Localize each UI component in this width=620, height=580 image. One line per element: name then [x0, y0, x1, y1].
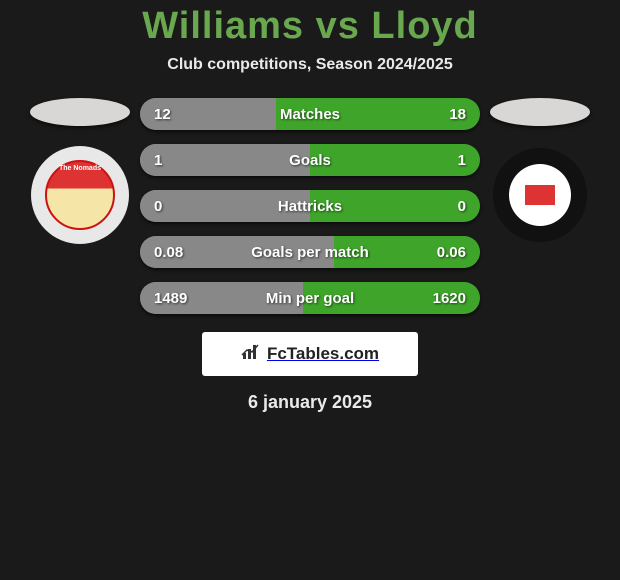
stats-area: The Nomads 12 Matches 18 1 Goals 1 0 Hat… [0, 98, 620, 314]
stat-left-value: 1489 [154, 290, 187, 307]
stat-label: Min per goal [266, 290, 354, 307]
right-side-col [480, 98, 600, 244]
stat-row-goals: 1 Goals 1 [140, 144, 480, 176]
date-text: 6 january 2025 [248, 392, 372, 413]
stat-left-value: 12 [154, 106, 171, 123]
player-left-nameplate [30, 98, 130, 126]
chart-icon [241, 343, 261, 366]
stat-row-hattricks: 0 Hattricks 0 [140, 190, 480, 222]
stat-right-value: 1620 [433, 290, 466, 307]
player-left-crest: The Nomads [31, 146, 129, 244]
stat-right-value: 0 [458, 198, 466, 215]
stat-label: Matches [280, 106, 340, 123]
page-title: Williams vs Lloyd [142, 5, 478, 48]
crest-left-text: The Nomads [59, 165, 101, 172]
stat-fill [140, 144, 310, 176]
stat-row-matches: 12 Matches 18 [140, 98, 480, 130]
subtitle: Club competitions, Season 2024/2025 [167, 56, 452, 74]
stat-label: Goals [289, 152, 331, 169]
stat-row-mpg: 1489 Min per goal 1620 [140, 282, 480, 314]
player-right-nameplate [490, 98, 590, 126]
stat-left-value: 0.08 [154, 244, 183, 261]
stat-right-value: 0.06 [437, 244, 466, 261]
brand-link[interactable]: FcTables.com [202, 332, 418, 376]
stat-left-value: 1 [154, 152, 162, 169]
stat-right-value: 18 [449, 106, 466, 123]
player-right-crest [491, 146, 589, 244]
stat-label: Goals per match [251, 244, 369, 261]
left-side-col: The Nomads [20, 98, 140, 244]
stat-label: Hattricks [278, 198, 342, 215]
stat-row-gpm: 0.08 Goals per match 0.06 [140, 236, 480, 268]
brand-text: FcTables.com [267, 344, 379, 364]
stat-right-value: 1 [458, 152, 466, 169]
stat-left-value: 0 [154, 198, 162, 215]
stat-rows: 12 Matches 18 1 Goals 1 0 Hattricks 0 0.… [140, 98, 480, 314]
